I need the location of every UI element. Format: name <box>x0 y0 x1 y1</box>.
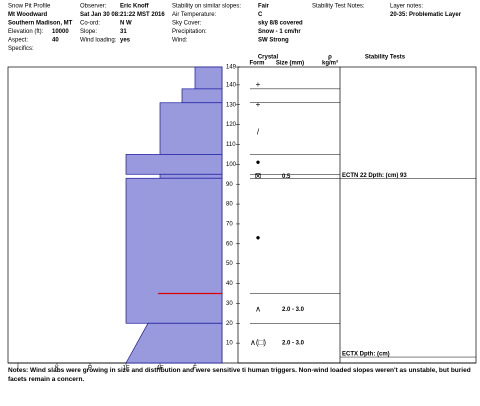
header-label: Southern Madison, MT <box>8 21 73 27</box>
depth-label: 30 <box>226 301 233 307</box>
column-header: kg/m³ <box>322 60 338 67</box>
header-label: Sat Jan 30 08:21:22 MST 2016 <box>80 12 165 18</box>
header-label: 20-35: Problematic Layer <box>390 12 462 18</box>
header-value: C <box>258 12 263 18</box>
crystal-size: 0.5 <box>282 174 291 180</box>
header-label: Snow Pit Profile <box>8 4 51 10</box>
crystal-size: 2.0 - 3.0 <box>282 341 305 347</box>
header-value: N W <box>120 21 132 27</box>
header-label: Air Temperature: <box>172 12 217 18</box>
hardness-label: 4F <box>156 366 163 372</box>
depth-label: 20 <box>226 321 233 327</box>
depth-label: 40 <box>226 281 233 287</box>
header-value: 10000 <box>52 29 69 35</box>
depth-label: 130 <box>226 102 237 108</box>
header-label: Wind loading: <box>80 38 117 44</box>
depth-label: 149 <box>226 65 237 71</box>
crystal-form: ● <box>256 157 261 166</box>
header-value: yes <box>120 38 131 44</box>
column-header: Stability Tests <box>365 55 406 61</box>
crystal-form: ∧(□) <box>250 338 266 347</box>
header-value: Fair <box>258 4 270 10</box>
hardness-layer <box>159 173 223 179</box>
header-label: Sky Cover: <box>172 21 202 27</box>
depth-label: 110 <box>226 142 236 148</box>
depth-label: 60 <box>226 241 233 247</box>
crystal-form: ⊠ <box>255 171 262 180</box>
hardness-label: P <box>88 366 92 372</box>
hardness-label: K <box>55 366 59 372</box>
header-label: Mt Woodward <box>8 12 48 18</box>
hardness-label: I <box>17 366 19 372</box>
crystal-size: 2.0 - 3.0 <box>282 307 305 313</box>
hardness-layer <box>159 102 223 155</box>
stability-test: ECTX Dpth: (cm) <box>342 352 390 358</box>
hardness-label: F <box>193 366 197 372</box>
header-value: sky 8/8 covered <box>258 21 303 27</box>
header-label: Stability on similar slopes: <box>172 4 241 10</box>
header-label: Observer: <box>80 4 107 10</box>
depth-label: 10 <box>226 341 233 347</box>
header-value: 40 <box>52 38 59 44</box>
header-label: Wind: <box>172 38 188 44</box>
crystal-form: ∧ <box>255 304 261 313</box>
depth-label: 70 <box>226 222 233 228</box>
depth-label: 90 <box>226 182 233 188</box>
depth-label: 100 <box>226 162 237 168</box>
depth-label: 140 <box>226 82 237 88</box>
header-value: 31 <box>120 29 127 35</box>
hardness-layer <box>181 88 223 104</box>
depth-label: 50 <box>226 261 233 267</box>
crystal-form: + <box>256 100 261 109</box>
notes: Notes: Wind slabs were growing in size a… <box>8 367 471 383</box>
header-value: Snow - 1 cm/hr <box>258 29 301 35</box>
depth-label: 80 <box>226 202 233 208</box>
hardness-layer <box>125 177 223 324</box>
depth-label: 120 <box>226 122 237 128</box>
column-header: ρ <box>328 55 332 61</box>
header-value: Eric Knoff <box>120 4 150 10</box>
hardness-layer <box>125 154 223 175</box>
detail-frame <box>237 66 477 364</box>
crystal-form: + <box>256 80 261 89</box>
header-label: Layer notes: <box>390 4 423 10</box>
crystal-form: ● <box>256 233 261 242</box>
header-label: Specifics: <box>8 46 34 52</box>
column-header: Crystal <box>258 55 279 61</box>
hardness-label: 1F <box>122 366 129 372</box>
stability-test: ECTN 22 Dpth: (cm) 93 <box>342 173 407 179</box>
hardness-layer <box>125 322 223 364</box>
header-label: Precipitation: <box>172 29 207 35</box>
column-header: Form <box>250 61 265 67</box>
header-label: Slope: <box>80 29 97 35</box>
header-label: Elevation (ft): <box>8 29 44 35</box>
column-header: Size (mm) <box>276 61 304 67</box>
header-label: Aspect: <box>8 38 28 44</box>
header-label: Co-ord: <box>80 21 100 27</box>
crystal-form: / <box>257 128 260 137</box>
hardness-layer <box>194 66 223 90</box>
header-value: SW Strong <box>258 38 289 44</box>
header-label: Stability Test Notes: <box>312 4 365 10</box>
